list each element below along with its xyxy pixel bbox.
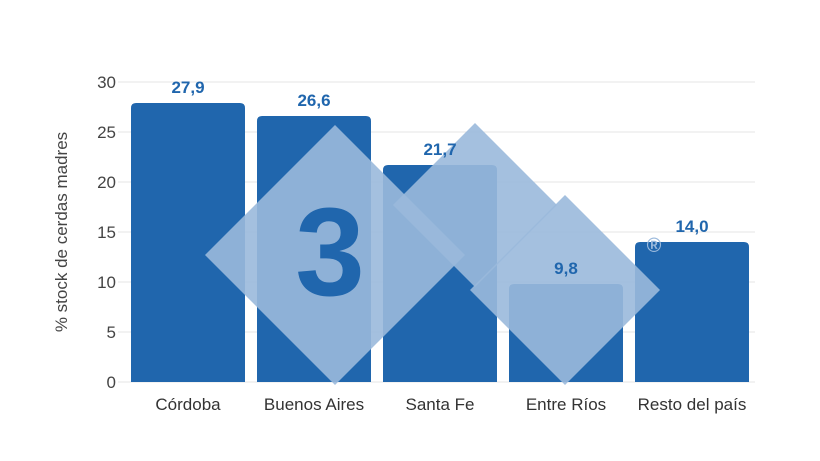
bar-4 [635,242,749,382]
y-tick-label: 10 [97,273,116,292]
x-axis-labels: Córdoba Buenos Aires Santa Fe Entre Ríos Res… [155,395,746,414]
y-tick-label: 5 [107,323,116,342]
x-category-label: Buenos Aires [264,395,364,414]
y-tick-label: 30 [97,73,116,92]
y-tick-label: 0 [107,373,116,392]
x-category-label: Santa Fe [406,395,475,414]
y-tick-label: 20 [97,173,116,192]
data-label: 21,7 [423,140,456,159]
x-category-label: Entre Ríos [526,395,606,414]
watermark-text: 3 [295,183,365,322]
watermark-registered-mark: ® [647,235,662,257]
x-category-label: Resto del país [638,395,747,414]
watermark-diamond-lower [470,195,660,385]
y-axis-ticks: 0 5 10 15 20 25 30 [97,73,116,392]
bar-0 [131,103,245,382]
data-label: 27,9 [171,78,204,97]
watermark-diamond-large [205,125,465,385]
y-axis-title: % stock de cerdas madres [52,132,71,332]
data-label: 26,6 [297,91,330,110]
watermark-logo: 3 ® [205,123,662,385]
data-label: 9,8 [554,259,578,278]
data-label: 14,0 [675,217,708,236]
x-category-label: Córdoba [155,395,221,414]
y-tick-label: 25 [97,123,116,142]
data-labels: 27,9 26,6 21,7 9,8 14,0 [171,78,708,278]
y-tick-label: 15 [97,223,116,242]
